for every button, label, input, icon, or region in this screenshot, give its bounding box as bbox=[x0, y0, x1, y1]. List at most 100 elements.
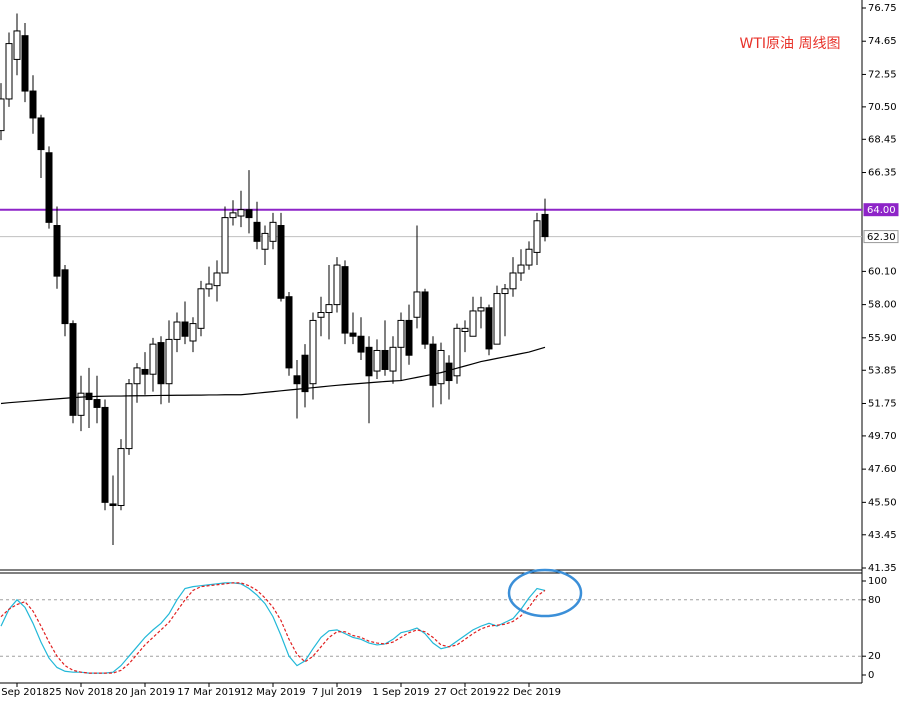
y-tick-label: 51.75 bbox=[868, 398, 897, 409]
candle-body bbox=[37, 117, 45, 151]
x-tick-label: 17 Mar 2019 bbox=[177, 687, 240, 698]
candle-body bbox=[533, 220, 541, 253]
candle-body bbox=[413, 291, 421, 318]
candle-body bbox=[469, 310, 477, 337]
candle-body bbox=[333, 264, 341, 306]
x-tick-label: 1 Sep 2019 bbox=[372, 687, 429, 698]
candle-body bbox=[109, 503, 117, 507]
candle-body bbox=[149, 343, 157, 375]
candle-body bbox=[213, 272, 221, 287]
candle-body bbox=[485, 307, 493, 350]
candle-body bbox=[325, 304, 333, 314]
candle-body bbox=[237, 209, 245, 217]
y-tick-label: 47.60 bbox=[868, 464, 897, 475]
candle-body bbox=[501, 288, 509, 295]
candle-body bbox=[277, 225, 285, 299]
y-tick-label: 60.10 bbox=[868, 266, 897, 277]
price-label: 64.00 bbox=[867, 205, 896, 216]
y-tick-label: 55.90 bbox=[868, 333, 897, 344]
candle-body bbox=[445, 362, 453, 382]
candle-body bbox=[157, 342, 165, 385]
candle-body bbox=[221, 217, 229, 274]
y-tick-label: 66.35 bbox=[868, 168, 897, 179]
candle-body bbox=[189, 323, 197, 342]
y-tick-label: 58.00 bbox=[868, 300, 897, 311]
candle-body bbox=[365, 346, 373, 377]
y-tick-label: 53.85 bbox=[868, 365, 897, 376]
y-tick-label: 68.45 bbox=[868, 134, 897, 145]
y-tick-label: 43.45 bbox=[868, 530, 897, 541]
candle-body bbox=[309, 319, 317, 385]
plot-area bbox=[0, 13, 862, 674]
y-tick-label: 100 bbox=[868, 576, 887, 587]
candle-body bbox=[541, 213, 549, 238]
candle-body bbox=[269, 221, 277, 242]
candle-body bbox=[181, 321, 189, 337]
candle-body bbox=[317, 312, 325, 318]
x-tick-label: 30 Sep 2018 bbox=[0, 687, 49, 698]
candle-body bbox=[61, 269, 69, 325]
candle-body bbox=[509, 272, 517, 290]
candle-body bbox=[405, 319, 413, 356]
y-tick-label: 41.35 bbox=[868, 563, 897, 574]
candle-body bbox=[477, 307, 485, 312]
x-tick-label: 27 Oct 2019 bbox=[434, 687, 496, 698]
indicator-line bbox=[0, 582, 546, 674]
candle-body bbox=[141, 368, 149, 375]
candle-body bbox=[229, 212, 237, 219]
x-tick-label: 12 May 2019 bbox=[240, 687, 305, 698]
candle-body bbox=[357, 335, 365, 353]
candle-body bbox=[261, 232, 269, 250]
candle-body bbox=[253, 221, 261, 242]
candle-body bbox=[53, 225, 61, 277]
candle-body bbox=[349, 332, 357, 337]
x-tick-label: 20 Jan 2019 bbox=[115, 687, 175, 698]
candle-body bbox=[389, 346, 397, 372]
candle-body bbox=[453, 327, 461, 377]
candle-body bbox=[117, 448, 125, 507]
x-tick-label: 22 Dec 2019 bbox=[497, 687, 561, 698]
candle-body bbox=[293, 375, 301, 385]
y-tick-label: 70.50 bbox=[868, 102, 897, 113]
candle-body bbox=[0, 98, 5, 132]
chart-title: WTI原油 周线图 bbox=[740, 36, 841, 52]
candle-body bbox=[373, 349, 381, 372]
candle-body bbox=[517, 264, 525, 274]
candle-body bbox=[101, 406, 109, 503]
price-label-box bbox=[863, 203, 899, 217]
y-tick-label: 20 bbox=[868, 651, 881, 662]
y-tick-label: 72.55 bbox=[868, 69, 897, 80]
x-tick-label: 25 Nov 2018 bbox=[49, 687, 113, 698]
candle-body bbox=[69, 323, 77, 416]
candle-body bbox=[245, 209, 253, 219]
candle-body bbox=[173, 321, 181, 340]
indicator-line bbox=[0, 582, 546, 674]
x-tick-label: 7 Jul 2019 bbox=[312, 687, 362, 698]
price-label: 62.30 bbox=[867, 232, 896, 243]
candle-body bbox=[165, 338, 173, 385]
highlight-circle bbox=[507, 568, 583, 618]
candle-body bbox=[285, 296, 293, 369]
y-tick-label: 49.70 bbox=[868, 431, 897, 442]
candle-body bbox=[93, 399, 101, 408]
candle-body bbox=[5, 43, 13, 100]
y-tick-label: 0 bbox=[868, 670, 874, 681]
candle-body bbox=[429, 343, 437, 386]
candle-body bbox=[421, 291, 429, 345]
candle-body bbox=[381, 349, 389, 370]
price-label-box bbox=[863, 230, 899, 244]
candle-body bbox=[77, 392, 85, 416]
y-tick-label: 45.50 bbox=[868, 497, 897, 508]
y-tick-label: 74.65 bbox=[868, 36, 897, 47]
candle-body bbox=[21, 35, 29, 92]
candle-body bbox=[125, 383, 133, 450]
y-tick-label: 80 bbox=[868, 595, 881, 606]
candle-body bbox=[13, 30, 21, 60]
moving-average bbox=[0, 346, 546, 405]
candle-body bbox=[29, 90, 37, 119]
candle-body bbox=[437, 349, 445, 385]
candle-body bbox=[525, 248, 533, 266]
candle-body bbox=[493, 293, 501, 345]
